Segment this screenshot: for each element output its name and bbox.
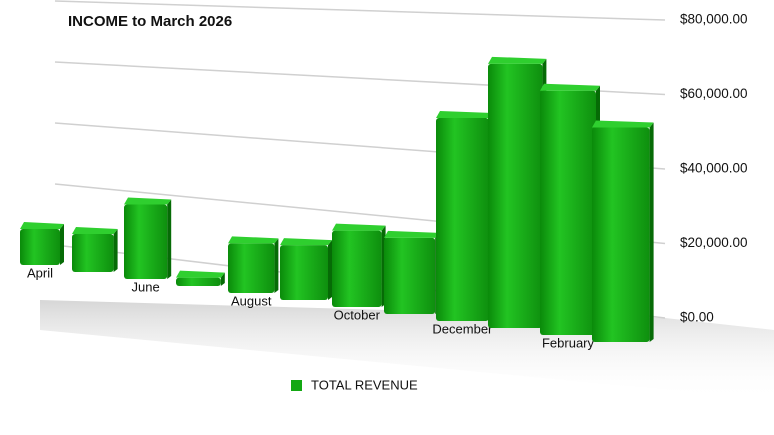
bar-top — [280, 238, 332, 246]
bar-front — [384, 237, 436, 314]
x-tick-label: October — [334, 307, 381, 322]
bar — [20, 222, 64, 265]
y-tick-label: $0.00 — [680, 310, 714, 325]
bar-side — [60, 224, 64, 265]
y-tick-label: $60,000.00 — [680, 86, 748, 101]
bar — [592, 120, 654, 343]
bar-top — [384, 230, 440, 238]
y-tick-label: $80,000.00 — [680, 12, 748, 27]
bar-side — [167, 199, 172, 279]
bar — [176, 270, 225, 286]
bar-front — [72, 234, 114, 272]
legend-label: TOTAL REVENUE — [311, 377, 418, 392]
bar-top — [540, 83, 600, 91]
bar-top — [228, 236, 279, 244]
bar-top — [20, 222, 64, 229]
bar — [332, 223, 386, 307]
y-tick-label: $20,000.00 — [680, 235, 748, 250]
bar — [540, 83, 600, 335]
x-tick-label: December — [432, 321, 493, 336]
bar-top — [332, 223, 386, 231]
chart-title: INCOME to March 2026 — [68, 13, 232, 30]
bar-front — [124, 204, 168, 279]
bar-front — [436, 118, 489, 321]
x-tick-label: February — [542, 335, 595, 350]
bar-front — [20, 229, 60, 265]
bar-top — [72, 227, 118, 235]
bar — [228, 236, 279, 293]
bar-side — [328, 240, 332, 300]
bar-side — [649, 122, 654, 343]
bar-side — [220, 272, 225, 286]
bar-front — [280, 245, 328, 300]
bar-front — [176, 277, 221, 286]
x-tick-label: June — [131, 279, 159, 294]
bar-top — [436, 111, 493, 119]
bar-side — [113, 229, 118, 272]
bar — [488, 56, 547, 328]
bar-top — [124, 197, 172, 205]
grid-line — [54, 0, 666, 21]
bar-front — [488, 63, 543, 328]
bar-front — [592, 127, 650, 343]
bar — [384, 230, 440, 314]
bar — [72, 227, 118, 272]
bar — [124, 197, 172, 279]
bar — [280, 238, 332, 300]
bar-front — [228, 243, 275, 293]
legend-swatch — [291, 380, 302, 391]
bar-top — [592, 120, 654, 128]
bar-top — [488, 56, 547, 64]
bar-front — [332, 230, 382, 307]
y-tick-label: $40,000.00 — [680, 161, 748, 176]
bar — [436, 111, 493, 321]
bar-front — [540, 90, 596, 335]
bar-top — [176, 270, 225, 278]
x-tick-label: August — [231, 293, 272, 308]
x-tick-label: April — [27, 265, 53, 280]
bar-side — [274, 238, 279, 293]
